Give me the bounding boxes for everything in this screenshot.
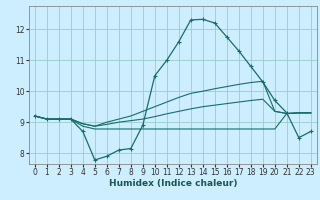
X-axis label: Humidex (Indice chaleur): Humidex (Indice chaleur) [108,179,237,188]
